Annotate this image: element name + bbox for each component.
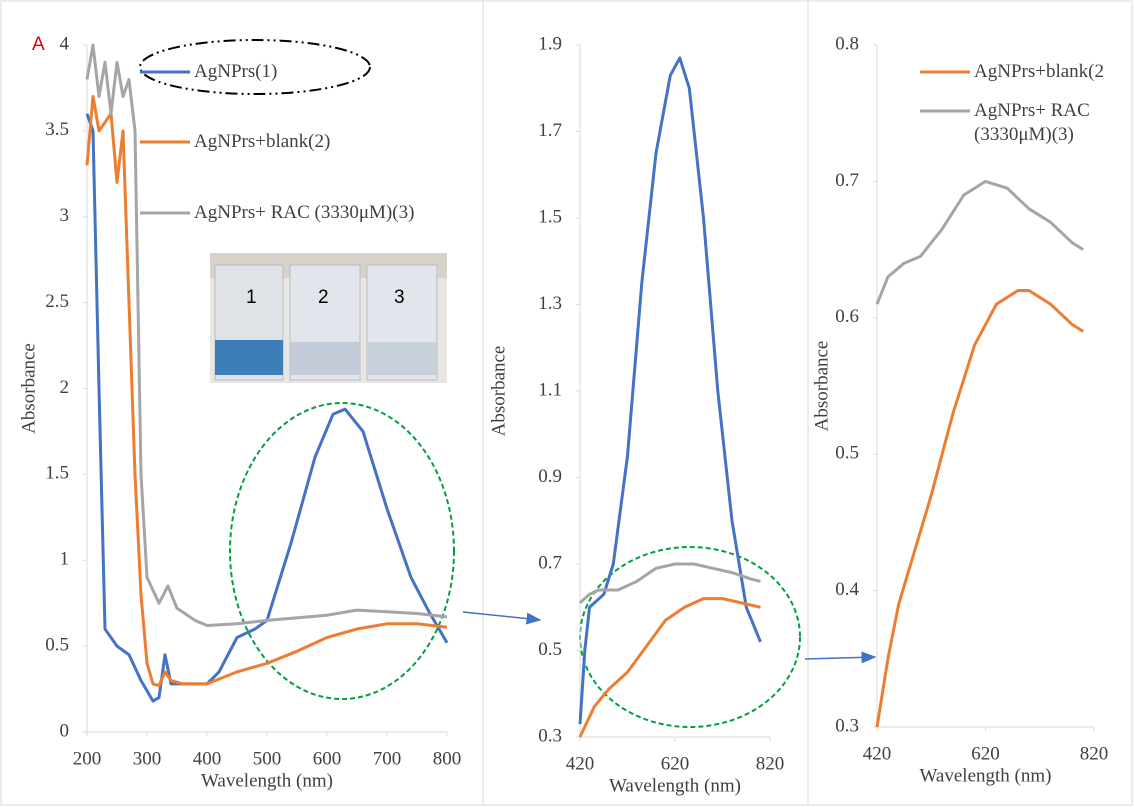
- series-line: [85, 113, 449, 703]
- x-axis-label: Wavelength (nm): [609, 775, 741, 796]
- y-tick-label: 1.9: [538, 33, 562, 54]
- x-tick-label: 300: [133, 748, 162, 769]
- y-tick-label: 0.4: [835, 579, 859, 600]
- x-tick-label: 620: [971, 743, 1000, 764]
- y-tick-label: 1.3: [538, 293, 562, 314]
- legend-label: AgNPrs+ RAC (3330μM)(3): [974, 100, 1090, 145]
- x-tick-label: 800: [433, 748, 462, 769]
- y-tick-label: 0.7: [538, 552, 562, 573]
- x-tick-label: 820: [1080, 743, 1109, 764]
- y-tick-label: 1.7: [538, 120, 562, 141]
- y-tick-label: 0: [60, 720, 70, 741]
- x-tick-label: 600: [313, 748, 342, 769]
- y-tick-label: 0.9: [538, 466, 562, 487]
- y-axis-label: Absorbance: [488, 346, 509, 437]
- series-line: [578, 562, 761, 605]
- series-line: [85, 95, 448, 688]
- y-tick-label: 0.5: [45, 634, 69, 655]
- x-tick-label: 820: [756, 753, 785, 774]
- y-tick-label: 1.5: [538, 206, 562, 227]
- series-line: [875, 289, 1084, 728]
- y-tick-label: 0.3: [538, 725, 562, 746]
- x-tick-label: 500: [253, 748, 282, 769]
- x-tick-label: 700: [373, 748, 402, 769]
- legend-label: AgNPrs+blank(2): [194, 131, 331, 152]
- legend-label: AgNPrs+blank(2: [974, 61, 1104, 82]
- y-tick-label: 4: [60, 33, 70, 54]
- y-axis-label: Absorbance: [18, 343, 39, 434]
- inset-label: 1: [246, 287, 257, 308]
- y-tick-label: 1.1: [538, 379, 562, 400]
- y-tick-label: 3.5: [45, 119, 69, 140]
- y-tick-label: 1.5: [45, 463, 69, 484]
- y-tick-label: 3: [60, 205, 70, 226]
- x-tick-label: 420: [566, 753, 595, 774]
- y-tick-label: 2.5: [45, 291, 69, 312]
- x-tick-label: 620: [661, 753, 690, 774]
- y-tick-label: 2: [60, 377, 70, 398]
- highlight-ellipse: [229, 402, 455, 700]
- inset-photo: [210, 253, 447, 383]
- arrow: [804, 651, 877, 664]
- legend-label: AgNPrs(1): [194, 61, 278, 82]
- y-tick-label: 0.7: [835, 170, 859, 191]
- series-line: [85, 43, 448, 627]
- y-tick-label: 0.5: [835, 443, 859, 464]
- y-tick-label: 1: [60, 549, 70, 570]
- inset-label: 3: [394, 287, 405, 308]
- legend-label: AgNPrs+ RAC (3330μM)(3): [194, 202, 415, 223]
- x-axis-label: Wavelength (nm): [920, 765, 1052, 786]
- x-tick-label: 400: [193, 748, 222, 769]
- x-tick-label: 420: [863, 743, 892, 764]
- x-tick-label: 200: [73, 748, 102, 769]
- panel-label: A: [32, 34, 45, 55]
- highlight-ellipse: [139, 39, 371, 95]
- y-axis-label: Absorbance: [811, 341, 832, 432]
- series-line: [578, 56, 762, 725]
- y-tick-label: 0.6: [835, 306, 859, 327]
- inset-label: 2: [318, 287, 329, 308]
- series-line: [578, 597, 761, 738]
- y-tick-label: 0.3: [835, 715, 859, 736]
- y-tick-label: 0.5: [538, 639, 562, 660]
- highlight-ellipse: [579, 546, 801, 728]
- y-tick-label: 0.8: [835, 33, 859, 54]
- arrow: [462, 611, 542, 625]
- series-line: [875, 179, 1084, 305]
- x-axis-label: Wavelength (nm): [201, 770, 333, 791]
